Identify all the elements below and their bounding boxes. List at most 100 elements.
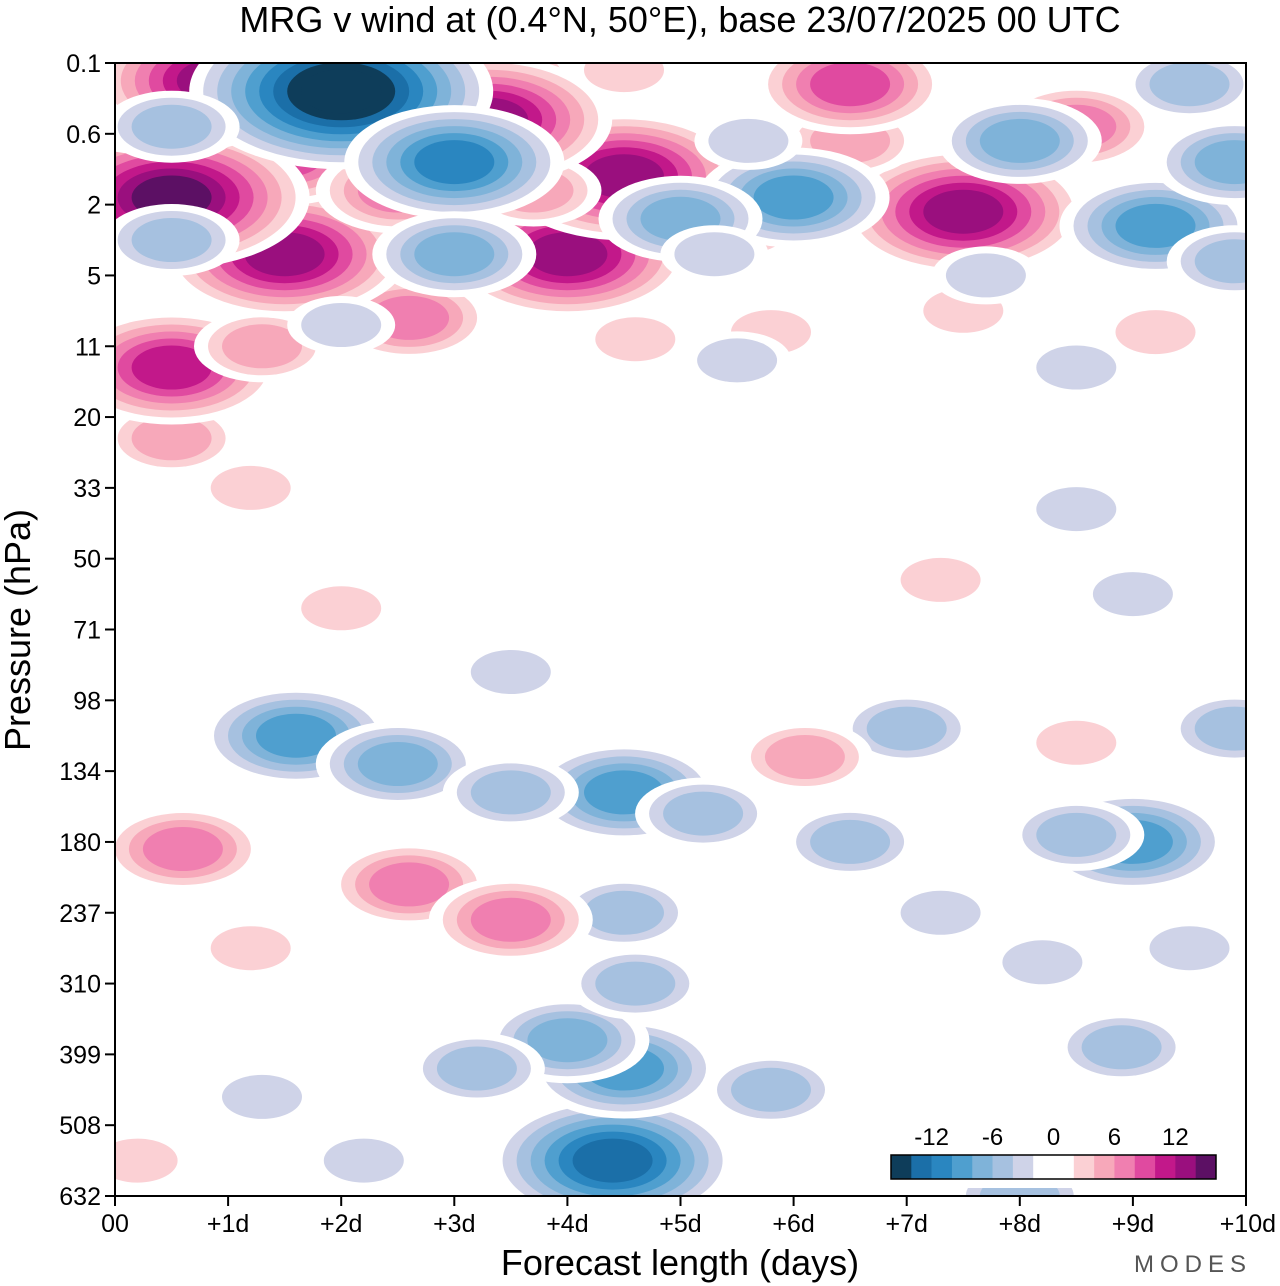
contour-band [131,104,212,149]
colorbar-cells [890,1154,1217,1180]
contour-blob [1166,225,1246,298]
y-axis: 0.1 0.6 2 5 11 20 33 50 71 98 134 180 237 310 399 508 63… [59,50,115,1211]
colorbar-cell [1114,1155,1136,1179]
contour-band [731,1067,811,1112]
colorbar-cell [1073,1155,1095,1179]
colorbar-tick-label: -6 [982,1124,1003,1151]
contour-blob [115,1131,192,1190]
contour-blob [115,204,240,276]
contour-blob [886,883,995,942]
y-tick-label: 5 [87,262,101,290]
contour-band [301,303,382,347]
colorbar-cell [891,1155,912,1179]
colorbar-tick-label: 6 [1108,1124,1121,1151]
y-tick-label: 71 [73,617,101,645]
contour-blob [570,63,678,100]
contour-blob [208,1067,316,1126]
contour-band [222,324,302,369]
contour-band [1194,239,1246,284]
contour-band [979,118,1060,163]
contour-band [527,1018,608,1063]
contour-band [663,791,744,836]
contour-band [323,1138,404,1183]
contour-band [301,586,382,631]
colorbar-cell [1012,1155,1034,1179]
x-tick-label: +9d [1112,1210,1154,1238]
contour-blob [1101,303,1210,362]
x-tick-label: +8d [999,1210,1041,1238]
colorbar-cell [931,1155,953,1179]
y-tick-label: 11 [75,333,101,361]
x-tick-label: +2d [320,1210,362,1238]
contour-blob [635,777,772,850]
contour-band [210,465,291,510]
contour-band [1194,140,1246,185]
contour-band [1002,940,1083,985]
colorbar-cell [951,1155,973,1179]
y-tick-label: 134 [59,758,101,786]
x-tick-label: 00 [101,1210,129,1238]
contour-blob [736,721,873,793]
contour-band [414,232,495,277]
contour-band [584,63,664,93]
contour-band [256,713,336,758]
colorbar-tick-label: 12 [1162,1124,1189,1151]
contour-band [1092,572,1173,617]
colorbar-cell [1175,1155,1196,1179]
contour-blob [344,105,565,220]
colorbar-tick-label: -12 [914,1124,949,1151]
contour-blob [456,643,565,701]
colorbar-cell [1094,1155,1115,1179]
y-tick-label: 50 [73,546,101,574]
contour-blob [1121,63,1246,121]
contour-band [1149,926,1230,971]
contour-band [1115,203,1196,248]
contour-blob [196,458,305,517]
contour-blob [838,692,975,765]
contour-band [210,926,291,971]
contour-blob [754,63,947,135]
contour-band [1194,706,1246,751]
contour-band [527,232,608,277]
contour-blob [1152,119,1246,206]
contour-blob [937,97,1102,184]
contour-blob [115,806,265,892]
contour-band [414,140,495,185]
contour-blob [1022,713,1131,772]
y-tick-label: 2 [87,192,101,220]
contour-blob [782,805,919,878]
contour-band [470,650,551,694]
y-tick-label: 180 [59,829,101,857]
contour-blob [931,246,1040,305]
contour-blob [309,1131,418,1190]
contour-band [131,345,212,390]
contour-blob [488,1096,737,1196]
y-tick-label: 399 [59,1041,101,1069]
contour-band [1036,345,1117,390]
colorbar-cell [1195,1155,1217,1179]
contour-band [595,961,676,1006]
contour-band [131,218,212,262]
contour-band [595,317,676,362]
x-tick-label: +5d [659,1210,701,1238]
y-tick-label: 33 [73,475,101,503]
colorbar-ticks: -12 -6 0 6 12 [914,1124,1188,1151]
x-axis-label: Forecast length (days) [501,1242,859,1283]
y-tick-label: 0.1 [66,50,101,78]
contour-band [945,253,1026,298]
x-axis: 00 +1d +2d +3d +4d +5d +6d +7d +8d +9d +10d [101,1196,1276,1238]
contour-blob [683,331,792,390]
contour-blob [1022,480,1131,539]
x-tick-label: +6d [772,1210,814,1238]
contour-blob [581,310,690,369]
contour-blob [315,721,480,807]
contour-band [753,175,834,220]
y-tick-label: 508 [59,1112,101,1140]
contour-band [1036,812,1117,857]
x-tick-label: +7d [885,1210,927,1238]
contour-blob [442,756,579,829]
contour-band [142,827,223,871]
contour-band [810,819,891,864]
y-tick-label: 310 [59,971,101,999]
contour-band [1149,63,1230,107]
